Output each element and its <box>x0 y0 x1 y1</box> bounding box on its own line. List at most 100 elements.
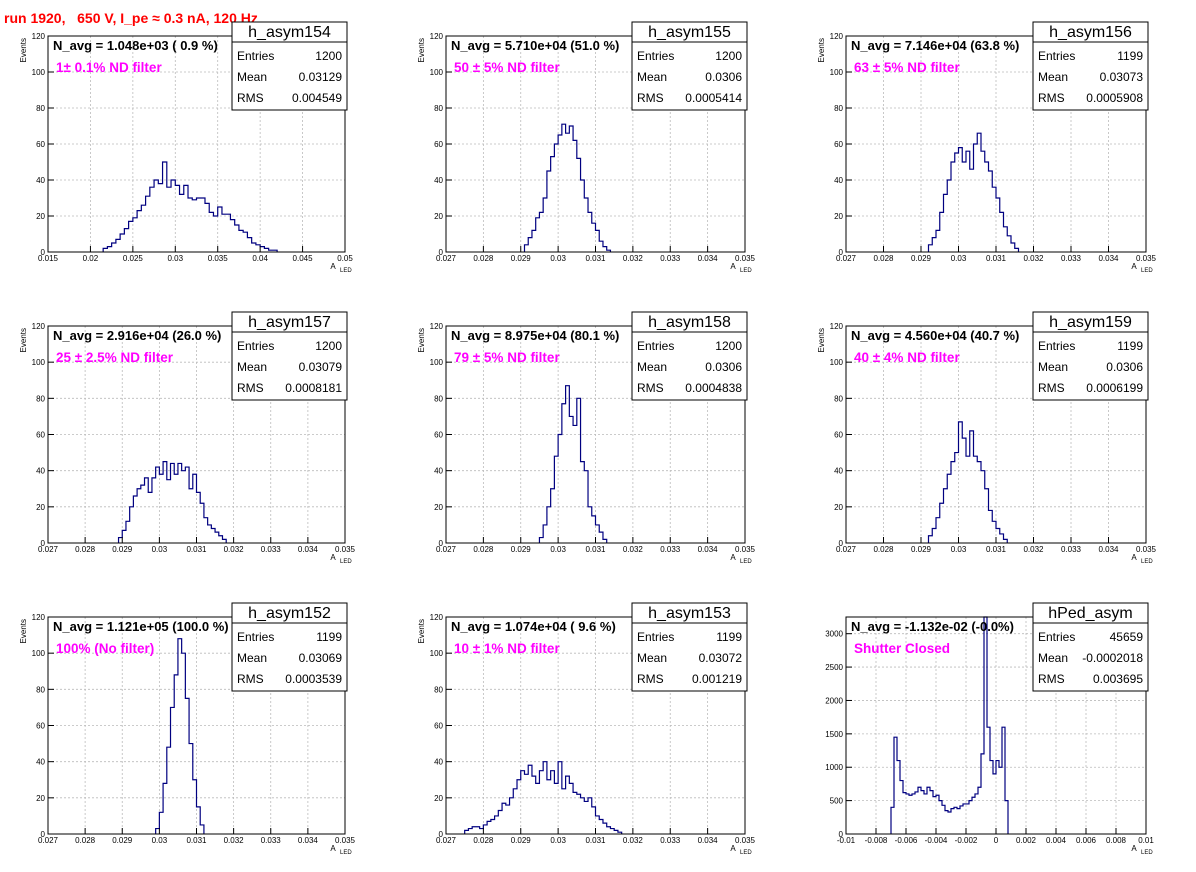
y-tick-label: 20 <box>434 794 443 803</box>
stats-value: 0.0008181 <box>285 381 342 395</box>
y-tick-label: 100 <box>830 68 844 77</box>
y-tick-label: 40 <box>834 467 843 476</box>
y-tick-label: 60 <box>834 431 843 440</box>
y-tick-label: 120 <box>830 322 844 331</box>
x-tick-label: 0.029 <box>511 836 532 845</box>
histogram-panel-h_asym154: 0.015 0.02 0.025 0.03 0.035 0.04 0.045 0.05 0 20 4… <box>19 21 353 274</box>
stats-key: Mean <box>637 651 667 665</box>
stats-key: Entries <box>637 49 674 63</box>
histogram-name: h_asym155 <box>648 24 731 41</box>
stats-value: 0.001219 <box>692 672 742 686</box>
y-tick-label: 0 <box>439 248 444 257</box>
stats-key: Entries <box>237 339 274 353</box>
filter-annotation: 79 ± 5% ND filter <box>454 350 560 365</box>
histogram-series <box>117 461 227 543</box>
y-tick-label: 40 <box>434 176 443 185</box>
stats-value: 0.0005414 <box>685 91 742 105</box>
histogram-name: h_asym153 <box>648 605 731 622</box>
histogram-panel-h_asym155: 0.027 0.028 0.029 0.03 0.031 0.032 0.033 0.034 0… <box>417 21 756 274</box>
x-tick-label: 0.004 <box>1046 836 1067 845</box>
stats-value: 0.0003539 <box>285 672 342 686</box>
x-tick-label: 0.032 <box>623 836 644 845</box>
y-tick-label: 40 <box>36 176 45 185</box>
x-axis-label: A <box>730 553 736 562</box>
stats-value: 0.03079 <box>299 360 343 374</box>
x-tick-label: 0.031 <box>585 254 606 263</box>
x-tick-label: 0.033 <box>261 545 282 554</box>
x-axis-label-sub: LED <box>340 850 352 856</box>
y-tick-label: 100 <box>32 358 46 367</box>
x-tick-label: 0.035 <box>335 545 356 554</box>
x-tick-label: 0.035 <box>735 254 756 263</box>
histogram-panel-hPed_asym: -0.01 -0.008 -0.006 -0.004 -0.002 0 0.002 0.004… <box>825 602 1154 856</box>
navg-label: N_avg = 7.146e+04 (63.8 %) <box>851 38 1019 53</box>
y-tick-label: 60 <box>434 140 443 149</box>
x-tick-label: 0.029 <box>112 545 133 554</box>
x-tick-label: 0.027 <box>436 254 457 263</box>
x-tick-label: 0.028 <box>873 254 894 263</box>
filter-annotation: Shutter Closed <box>854 641 950 656</box>
stats-value: 0.0006199 <box>1086 381 1143 395</box>
stats-key: Mean <box>1038 651 1068 665</box>
x-axis-label-sub: LED <box>740 268 752 274</box>
x-tick-label: 0.032 <box>623 545 644 554</box>
histogram-name: h_asym154 <box>248 24 331 41</box>
histogram-series <box>523 123 612 252</box>
y-tick-label: 120 <box>430 32 444 41</box>
stats-key: RMS <box>1038 672 1065 686</box>
y-tick-label: 120 <box>830 32 844 41</box>
stats-value: 0.03129 <box>299 70 343 84</box>
x-tick-label: 0.029 <box>511 254 532 263</box>
x-tick-label: 0.03 <box>951 254 967 263</box>
x-tick-label: 0.045 <box>293 254 314 263</box>
x-tick-label: -0.002 <box>955 836 978 845</box>
y-tick-label: 100 <box>32 649 46 658</box>
stats-key: Mean <box>237 360 267 374</box>
y-tick-label: 120 <box>430 613 444 622</box>
y-tick-label: 2500 <box>825 663 843 672</box>
stats-value: 1199 <box>1117 339 1143 353</box>
y-tick-label: 3000 <box>825 630 843 639</box>
x-tick-label: 0.027 <box>436 836 457 845</box>
y-tick-label: 60 <box>36 431 45 440</box>
x-tick-label: -0.004 <box>925 836 948 845</box>
x-axis-label: A <box>1131 553 1137 562</box>
x-tick-label: 0.029 <box>511 545 532 554</box>
y-tick-label: 1000 <box>825 763 843 772</box>
x-tick-label: 0.031 <box>986 545 1007 554</box>
x-tick-label: 0.03 <box>951 545 967 554</box>
histogram-series <box>155 638 205 834</box>
y-tick-label: 20 <box>834 212 843 221</box>
filter-annotation: 100% (No filter) <box>56 641 154 656</box>
stats-box <box>231 21 348 111</box>
navg-label: N_avg = 1.048e+03 ( 0.9 %) <box>53 38 218 53</box>
x-tick-label: -0.008 <box>865 836 888 845</box>
stats-value: 0.0306 <box>1106 360 1143 374</box>
y-tick-label: 60 <box>434 431 443 440</box>
histogram-panel-h_asym159: 0.027 0.028 0.029 0.03 0.031 0.032 0.033 0.034 0… <box>817 311 1157 565</box>
stats-value: 0.003695 <box>1093 672 1143 686</box>
y-tick-label: 120 <box>32 32 46 41</box>
navg-label: N_avg = 5.710e+04 (51.0 %) <box>451 38 619 53</box>
stats-key: RMS <box>637 91 664 105</box>
stats-box <box>1032 602 1149 692</box>
y-axis-label: Events <box>417 38 426 62</box>
y-axis-label: Events <box>417 328 426 352</box>
y-tick-label: 20 <box>834 503 843 512</box>
y-axis-label: Events <box>19 619 28 643</box>
x-axis-label-sub: LED <box>740 850 752 856</box>
y-tick-label: 120 <box>32 613 46 622</box>
histogram-series <box>102 161 278 252</box>
x-tick-label: 0.032 <box>623 254 644 263</box>
y-tick-label: 60 <box>434 722 443 731</box>
x-tick-label: 0.02 <box>83 254 99 263</box>
x-tick-label: 0.029 <box>911 254 932 263</box>
stats-key: Entries <box>1038 630 1075 644</box>
histogram-series <box>538 385 608 543</box>
x-tick-label: 0.027 <box>436 545 457 554</box>
x-axis-label-sub: LED <box>340 559 352 565</box>
x-tick-label: 0.04 <box>252 254 268 263</box>
navg-label: N_avg = 8.975e+04 (80.1 %) <box>451 328 619 343</box>
stats-value: 0.0005908 <box>1086 91 1143 105</box>
